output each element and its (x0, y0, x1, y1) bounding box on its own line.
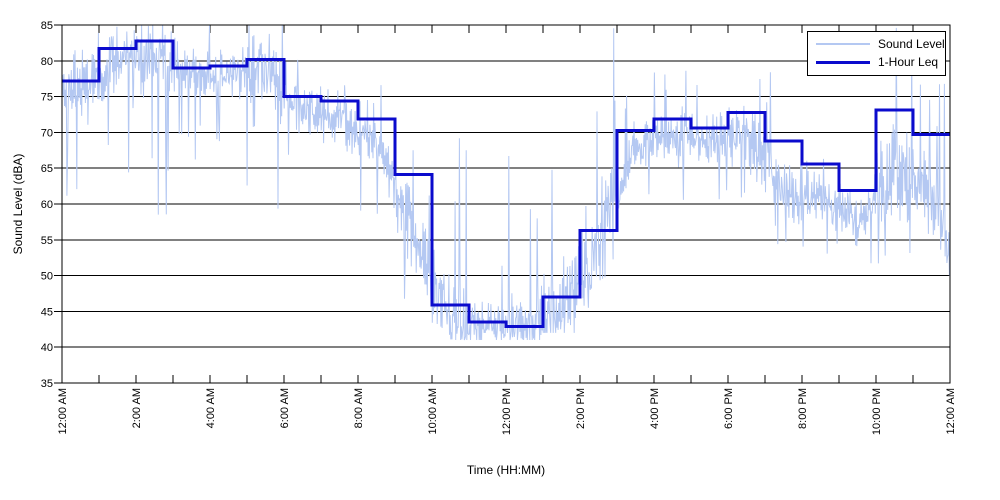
x-tick-label: 6:00 AM (279, 388, 291, 428)
y-tick-label: 65 (41, 163, 53, 175)
y-tick-label: 80 (41, 56, 53, 68)
y-tick-label: 55 (41, 235, 53, 247)
x-tick-label: 10:00 PM (871, 388, 883, 435)
y-tick-label: 75 (41, 92, 53, 104)
y-tick-label: 60 (41, 199, 53, 211)
x-tick-label: 4:00 PM (649, 388, 661, 429)
y-axis-title: Sound Level (dBA) (11, 153, 25, 255)
legend-label-leq: 1-Hour Leq (878, 55, 939, 69)
x-tick-label: 2:00 PM (575, 388, 587, 429)
x-tick-label: 12:00 AM (57, 388, 69, 434)
y-tick-label: 70 (41, 127, 53, 139)
legend-label-sound-level: Sound Level (878, 37, 945, 51)
y-tick-label: 40 (41, 342, 53, 354)
y-tick-label: 35 (41, 378, 53, 390)
legend-entry-leq: 1-Hour Leq (816, 54, 938, 70)
x-tick-label: 2:00 AM (131, 388, 143, 428)
sound-level-line-icon (816, 43, 870, 45)
y-tick-label: 85 (41, 20, 53, 32)
y-tick-label: 50 (41, 271, 53, 283)
y-tick-label: 45 (41, 306, 53, 318)
x-tick-label: 8:00 AM (353, 388, 365, 428)
chart-legend: Sound Level 1-Hour Leq (807, 31, 946, 76)
x-tick-label: 4:00 AM (205, 388, 217, 428)
x-tick-label: 10:00 AM (427, 388, 439, 434)
x-tick-label: 12:00 AM (945, 388, 957, 434)
x-axis-title: Time (HH:MM) (466, 463, 546, 477)
legend-entry-sound-level: Sound Level (816, 36, 945, 52)
plot-border (61, 24, 951, 384)
x-tick-label: 12:00 PM (501, 388, 513, 435)
x-tick-label: 8:00 PM (797, 388, 809, 429)
leq-line-icon (816, 60, 870, 64)
x-tick-label: 6:00 PM (723, 388, 735, 429)
leq-series (62, 39, 950, 328)
sound-level-series (62, 25, 950, 341)
